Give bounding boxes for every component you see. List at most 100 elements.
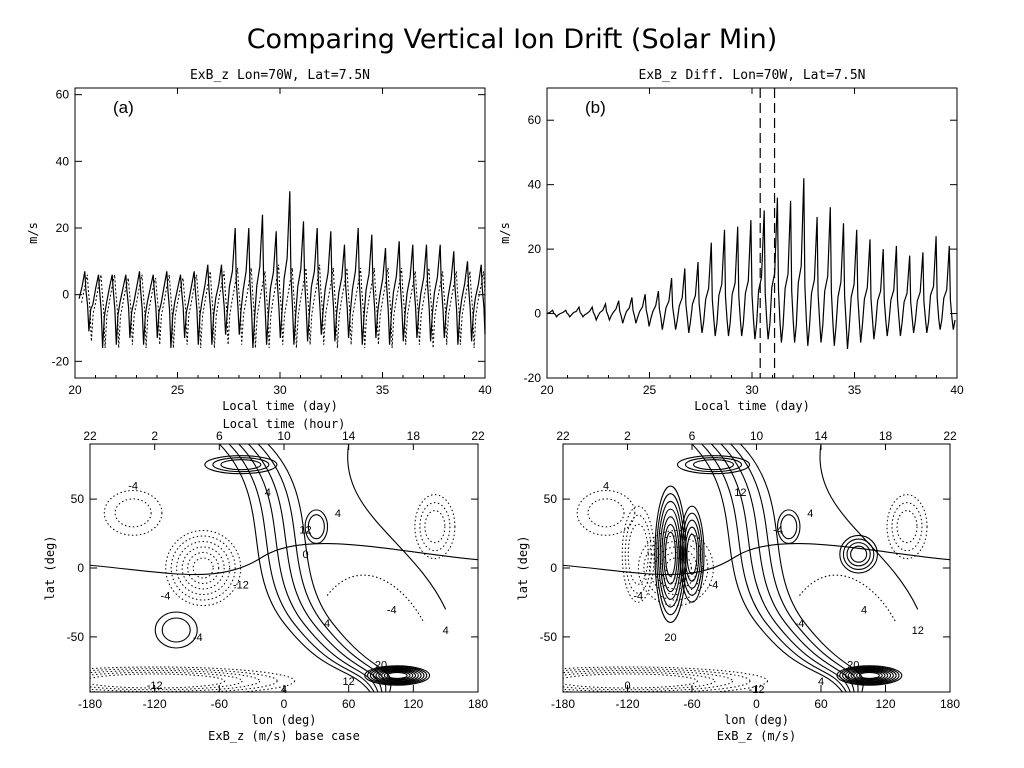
contour-label: -4: [633, 591, 643, 603]
y-axis-label: m/s: [498, 222, 512, 244]
top-tick-label: 6: [689, 429, 696, 443]
positive-contour: [681, 512, 703, 596]
x-tick-label: -180: [78, 697, 102, 711]
contour-label: 12: [734, 487, 746, 499]
top-tick-label: 22: [83, 429, 97, 443]
y-tick-label: 60: [56, 88, 70, 102]
plot-title: ExB_z Lon=70W, Lat=7.5N: [190, 68, 370, 83]
plot-frame: [562, 443, 951, 693]
positive-contour: [228, 444, 375, 692]
contour-field: [563, 444, 950, 692]
negative-contour: [576, 489, 636, 536]
x-tick-label: 180: [468, 697, 488, 711]
negative-contour: [176, 541, 231, 595]
x-axis-label: Local time (day): [222, 399, 338, 413]
top-tick-label: 10: [277, 429, 291, 443]
y-axis-label: lat (deg): [43, 535, 57, 600]
contour-label: -12: [233, 580, 249, 592]
top-tick-label: 22: [943, 429, 957, 443]
x-axis-label: lon (deg): [724, 713, 789, 727]
positive-contour: [710, 444, 851, 692]
plot-frame: [546, 87, 958, 379]
y-tick-label: 40: [528, 178, 542, 192]
x-tick-label: 25: [643, 383, 657, 397]
top-axis-label: Local time (hour): [223, 417, 346, 431]
positive-contour: [664, 531, 677, 577]
x-tick-label: -120: [143, 697, 167, 711]
negative-contour: [181, 546, 225, 590]
positive-contour: [563, 543, 950, 576]
positive-contour: [850, 545, 868, 563]
positive-contour: [846, 542, 871, 567]
positive-contour: [836, 665, 903, 686]
top-tick-label: 18: [879, 429, 893, 443]
positive-contour: [739, 444, 864, 692]
positive-contour: [367, 666, 428, 685]
y-tick-label: 0: [550, 561, 557, 575]
plot-title: ExB_z (m/s): [717, 729, 796, 743]
negative-contour: [891, 502, 923, 552]
y-tick-label: -50: [540, 630, 558, 644]
x-tick-label: -180: [551, 697, 575, 711]
positive-contour: [692, 459, 735, 471]
positive-contour: [90, 543, 478, 576]
contour-label: 12: [343, 676, 355, 688]
contour-label: 4: [818, 676, 824, 688]
top-tick-label: 10: [750, 429, 764, 443]
negative-contour: [563, 668, 751, 692]
contour-label: 20: [664, 632, 676, 644]
positive-contour: [656, 493, 685, 616]
panel-a: [74, 87, 486, 379]
x-tick-label: 40: [950, 383, 964, 397]
negative-contour: [90, 668, 278, 692]
top-tick-label: 18: [407, 429, 421, 443]
positive-contour: [663, 523, 678, 585]
x-tick-label: -120: [615, 697, 639, 711]
x-tick-label: 120: [875, 697, 895, 711]
negative-contour: [654, 546, 698, 590]
series-solid-line: [78, 191, 486, 349]
positive-contour: [220, 459, 262, 471]
positive-contour: [730, 444, 859, 692]
y-tick-label: 20: [528, 242, 542, 256]
negative-contour: [90, 669, 261, 692]
contour-label: 4: [443, 625, 449, 637]
top-tick-label: 2: [624, 429, 631, 443]
y-tick-label: 50: [71, 492, 85, 506]
positive-contour: [682, 519, 702, 589]
negative-contour: [799, 574, 897, 624]
y-axis-label: m/s: [26, 222, 40, 244]
positive-contour: [720, 444, 855, 692]
positive-contour: [659, 508, 682, 600]
series-diff-line: [546, 178, 956, 350]
y-tick-label: 0: [77, 561, 84, 575]
slide-title: Comparing Vertical Ion Drift (Solar Min): [246, 24, 778, 55]
positive-contour: [856, 671, 883, 680]
negative-contour: [587, 498, 625, 528]
contour-label: 12: [299, 524, 311, 536]
positive-contour: [819, 444, 919, 610]
contour-label: 0: [302, 549, 308, 561]
x-tick-label: 20: [540, 383, 554, 397]
positive-contour: [858, 671, 880, 680]
y-tick-label: 0: [534, 307, 541, 321]
x-axis-label: lon (deg): [251, 713, 316, 727]
positive-contour: [267, 444, 392, 692]
y-tick-label: 40: [56, 154, 70, 168]
positive-contour: [847, 668, 892, 683]
positive-contour: [842, 666, 897, 685]
negative-contour: [624, 514, 652, 594]
negative-contour: [648, 541, 703, 595]
positive-contour: [386, 671, 408, 680]
y-tick-label: -20: [524, 371, 542, 385]
y-tick-label: 0: [62, 288, 69, 302]
negative-contour: [414, 494, 456, 560]
contour-label: -4: [193, 632, 203, 644]
x-tick-label: 20: [68, 383, 82, 397]
y-tick-label: 60: [528, 113, 542, 127]
positive-contour: [701, 444, 847, 692]
contour-label: 20: [847, 659, 859, 671]
contour-label: -4: [795, 618, 805, 630]
